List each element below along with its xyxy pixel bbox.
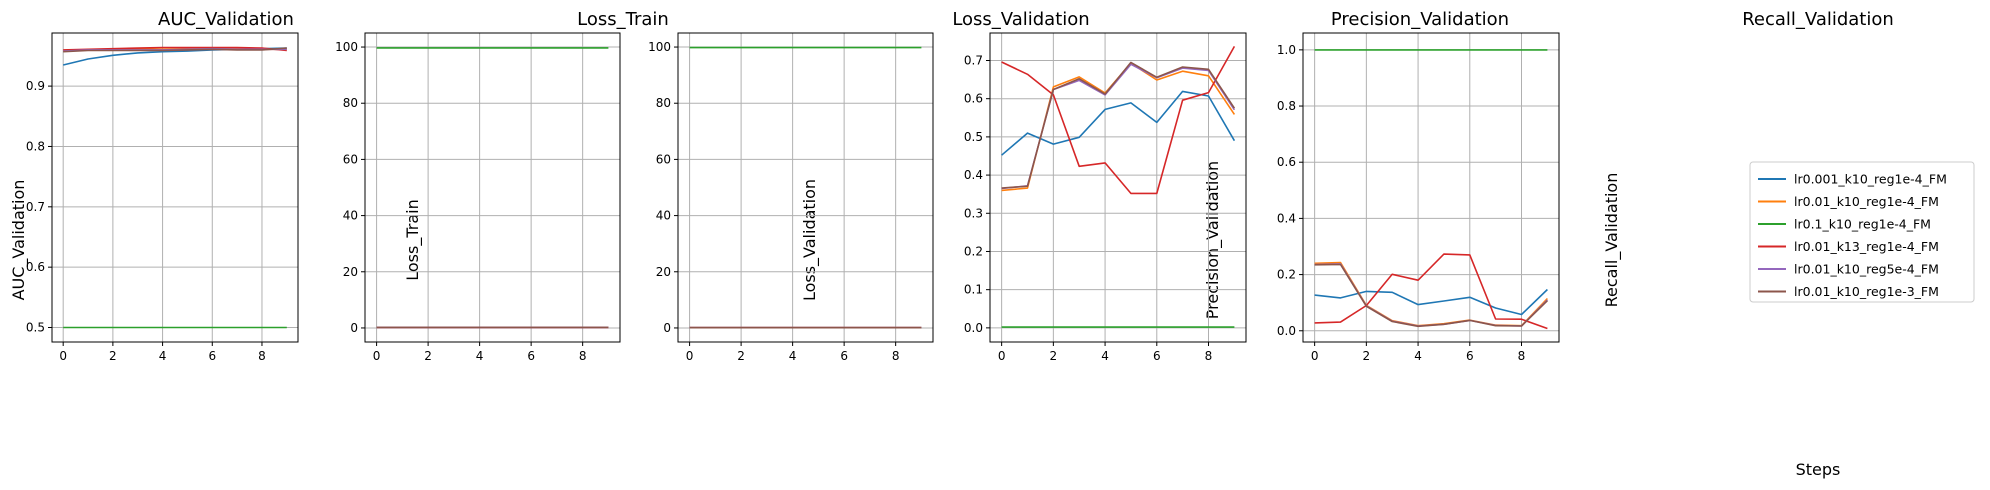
y-tick-label: 0.7 <box>26 200 45 214</box>
series-line <box>63 46 287 52</box>
y-axis-label: Loss_Train <box>403 199 423 280</box>
x-tick-label: 0 <box>686 349 694 363</box>
panel-title: Loss_Validation <box>952 9 1089 30</box>
y-tick-label: 80 <box>343 96 358 110</box>
plot-area: 0 2 4 6 8 0.0 0.1 0.2 0.3 0.4 0.5 0.6 0.7 <box>964 32 1247 363</box>
axes-frame <box>51 32 299 343</box>
x-tick-label: 8 <box>258 349 266 363</box>
x-tick-label: 2 <box>424 349 432 363</box>
x-tick-label: 6 <box>1466 349 1474 363</box>
y-tick-label: 100 <box>335 40 358 54</box>
panel-auc-validation: AUC_Validation AUC_Validation 0 2 4 6 8 0.5 0.… <box>9 9 299 363</box>
legend: lr0.001_k10_reg1e-4_FM lr0.01_k10_reg1e-4… <box>1749 161 1975 303</box>
series-line <box>1314 253 1548 330</box>
y-tick-label: 0 <box>350 321 358 335</box>
y-axis-label: Precision_Validation <box>1203 161 1223 319</box>
axes-frame <box>677 32 934 343</box>
legend-label: lr0.01_k10_reg5e-4_FM <box>1794 262 1939 277</box>
legend-label: lr0.01_k13_reg1e-4_FM <box>1794 239 1939 254</box>
x-tick-label: 8 <box>579 349 587 363</box>
series-line <box>1314 288 1548 316</box>
y-tick-label: 0.5 <box>964 130 983 144</box>
x-tick-label: 6 <box>840 349 848 363</box>
y-tick-label: 0.2 <box>964 244 983 258</box>
x-tick-label: 2 <box>1363 349 1371 363</box>
y-tick-label: 60 <box>343 152 358 166</box>
series-line <box>1001 46 1236 195</box>
y-tick-label: 1.0 <box>1277 43 1296 57</box>
x-tick-label: 0 <box>998 349 1006 363</box>
axes-frame <box>1302 32 1560 343</box>
y-tick-label: 0.7 <box>964 54 983 68</box>
panel-loss-validation: Loss_Validation Loss_Validation 0 2 4 6 8020… <box>648 9 1090 363</box>
y-tick-label: 0 <box>663 321 671 335</box>
axes-frame <box>989 32 1247 343</box>
legend-entries: lr0.001_k10_reg1e-4_FM lr0.01_k10_reg1e-4… <box>1758 172 1947 299</box>
y-tick-label: 0.4 <box>1277 211 1296 225</box>
y-tick-label: 0.0 <box>1277 324 1296 338</box>
x-tick-label: 4 <box>476 349 484 363</box>
x-tick-label: 8 <box>1205 349 1213 363</box>
panel-title: Recall_Validation <box>1742 9 1894 30</box>
axes-frame <box>364 32 621 343</box>
panel-recall-validation: Recall_Validation Recall_Validation Step… <box>1277 9 1894 479</box>
y-tick-label: 0.2 <box>1277 268 1296 282</box>
panel-title: Precision_Validation <box>1331 9 1509 30</box>
panel-title: Loss_Train <box>577 9 669 30</box>
plot-area: 0 2 4 6 8 0.0 0.2 0.4 0.6 0.8 1.0 <box>1277 32 1560 363</box>
x-tick-label: 2 <box>737 349 745 363</box>
y-tick-label: 20 <box>656 265 671 279</box>
legend-label: lr0.001_k10_reg1e-4_FM <box>1794 172 1947 187</box>
series-line <box>1314 263 1548 328</box>
x-tick-label: 8 <box>892 349 900 363</box>
series-line <box>63 47 287 53</box>
x-tick-label: 0 <box>373 349 381 363</box>
y-axis-label: Loss_Validation <box>800 179 820 301</box>
y-tick-label: 40 <box>343 209 358 223</box>
y-tick-label: 60 <box>656 152 671 166</box>
y-axis-label: AUC_Validation <box>9 180 29 301</box>
x-tick-label: 8 <box>1518 349 1526 363</box>
legend-frame <box>1749 161 1975 303</box>
y-tick-label: 80 <box>656 96 671 110</box>
legend-label: lr0.01_k10_reg1e-3_FM <box>1794 284 1939 299</box>
y-tick-label: 0.6 <box>1277 155 1296 169</box>
plot-area: 0 2 4 6 8 0.5 0.6 0.7 0.8 0.9 <box>26 32 299 363</box>
y-tick-label: 0.4 <box>964 168 983 182</box>
y-tick-label: 0.9 <box>26 79 45 93</box>
y-tick-label: 100 <box>648 40 671 54</box>
y-tick-label: 0.6 <box>964 92 983 106</box>
y-tick-label: 0.6 <box>26 260 45 274</box>
x-tick-label: 6 <box>527 349 535 363</box>
y-tick-label: 0.0 <box>964 321 983 335</box>
x-tick-label: 4 <box>159 349 167 363</box>
series-line <box>1001 61 1236 189</box>
x-axis-label: Steps <box>1796 460 1841 479</box>
legend-label: lr0.01_k10_reg1e-4_FM <box>1794 194 1939 209</box>
x-tick-label: 6 <box>208 349 216 363</box>
y-tick-label: 0.5 <box>26 321 45 335</box>
x-tick-label: 0 <box>59 349 67 363</box>
y-tick-label: 0.8 <box>1277 99 1296 113</box>
panel-precision-validation: Precision_Validation Precision_Validatio… <box>964 9 1509 363</box>
y-tick-label: 0.3 <box>964 206 983 220</box>
legend-label: lr0.1_k10_reg1e-4_FM <box>1794 217 1931 232</box>
x-tick-label: 4 <box>789 349 797 363</box>
x-tick-label: 6 <box>1153 349 1161 363</box>
y-tick-label: 0.8 <box>26 139 45 153</box>
x-tick-label: 0 <box>1311 349 1319 363</box>
y-tick-label: 20 <box>343 265 358 279</box>
y-tick-label: 40 <box>656 209 671 223</box>
y-tick-label: 0.1 <box>964 283 983 297</box>
x-tick-label: 4 <box>1101 349 1109 363</box>
x-tick-label: 2 <box>109 349 117 363</box>
y-axis-label: Recall_Validation <box>1602 173 1622 308</box>
x-tick-label: 2 <box>1050 349 1058 363</box>
x-tick-label: 4 <box>1414 349 1422 363</box>
panel-title: AUC_Validation <box>158 9 294 30</box>
